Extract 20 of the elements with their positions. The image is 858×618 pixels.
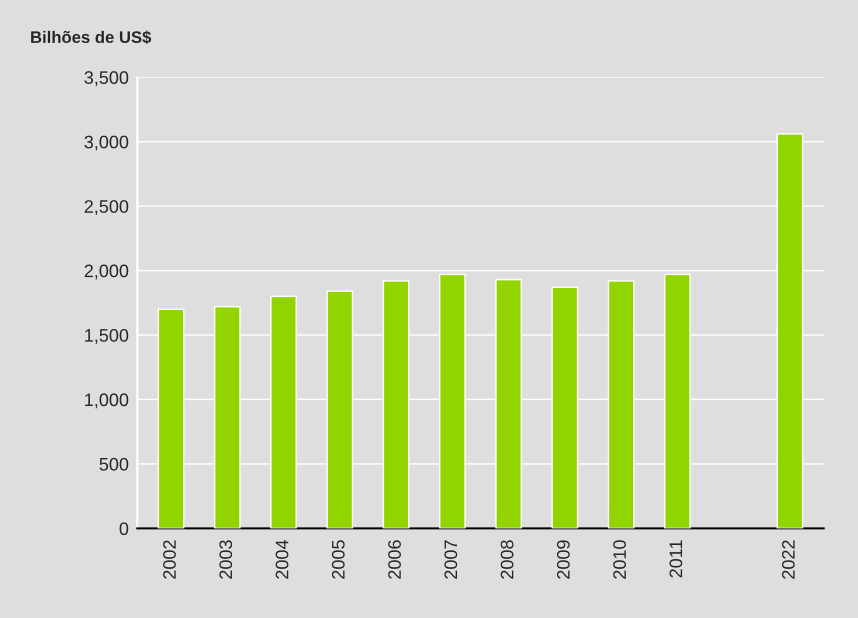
- x-tick-label: 2005: [332, 540, 345, 579]
- x-tick-label: 2008: [500, 540, 514, 579]
- y-tick-label: 500: [100, 458, 128, 471]
- y-tick-label: 3,000: [84, 136, 128, 151]
- x-tick-label: 2011: [669, 540, 682, 578]
- y-tick-label: 3,500: [84, 71, 128, 86]
- x-tick-label: 2010: [613, 540, 626, 579]
- y-tick-label: 2,500: [84, 200, 128, 215]
- x-tick-label: 2004: [276, 540, 288, 579]
- x-tick-label: 2006: [388, 540, 401, 579]
- x-tick-label: 2003: [219, 540, 232, 579]
- x-tick-label: 2002: [163, 540, 176, 579]
- x-tick-label: 2007: [444, 540, 458, 579]
- y-tick-label: 2,000: [84, 264, 128, 280]
- y-tick-label: 0: [120, 522, 128, 536]
- y-axis-title: Bilhões de US$: [31, 30, 152, 44]
- x-tick-label: 2022: [782, 540, 795, 579]
- y-tick-label: 1,000: [85, 393, 128, 408]
- x-tick-label: 2009: [556, 540, 570, 579]
- y-tick-label: 1,500: [85, 328, 128, 344]
